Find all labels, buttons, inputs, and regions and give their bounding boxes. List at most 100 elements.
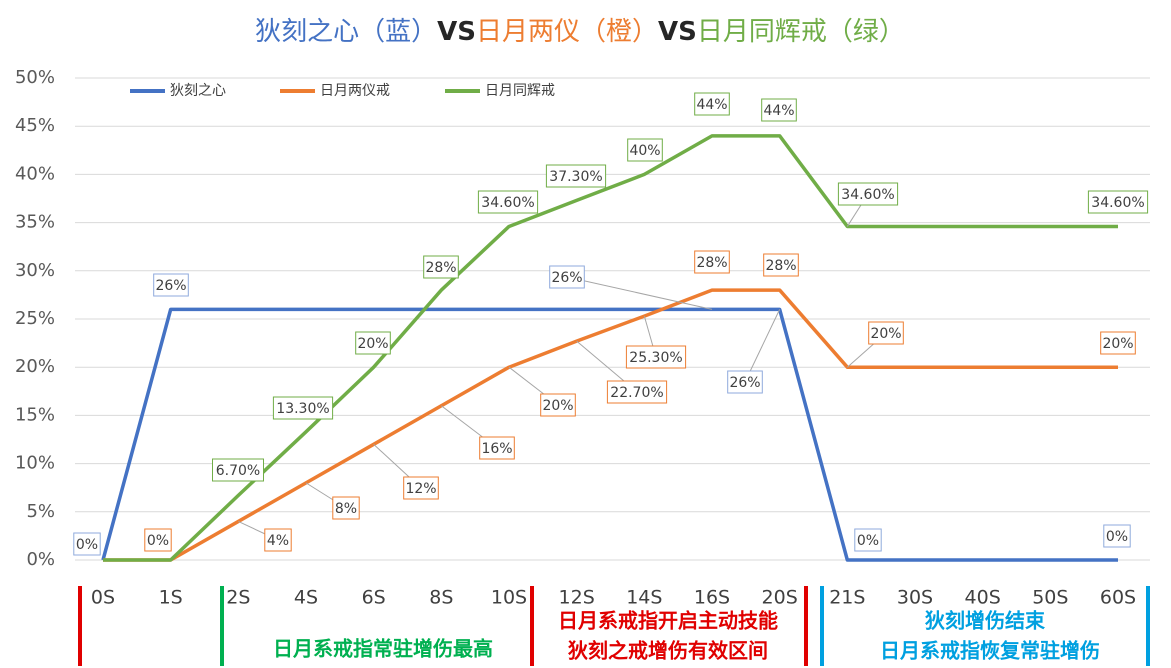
label-box — [540, 393, 576, 417]
y-tick-label: 15% — [15, 404, 55, 425]
data-label: 20% — [870, 326, 901, 342]
leader-line — [566, 276, 713, 310]
x-tick-label: 21S — [829, 587, 865, 609]
y-tick-label: 45% — [15, 115, 55, 136]
data-label: 0% — [1106, 529, 1128, 545]
x-tick-label: 1S — [159, 587, 183, 609]
data-label: 44% — [763, 103, 794, 119]
data-label: 34.60% — [841, 187, 894, 203]
label-box — [332, 496, 360, 520]
label-box — [1087, 190, 1149, 214]
data-label: 40% — [629, 143, 660, 159]
title-segment: VS — [658, 17, 697, 47]
data-label: 28% — [765, 258, 796, 274]
y-tick-label: 35% — [15, 212, 55, 233]
annotation: 日月系戒指恢复常驻增伤 — [880, 639, 1100, 663]
separator — [820, 586, 824, 666]
title-segment: 日月同辉戒（绿） — [697, 17, 905, 47]
label-box — [694, 92, 730, 116]
data-label: 4% — [267, 533, 289, 549]
separator — [220, 586, 224, 666]
label-box — [423, 255, 459, 279]
y-tick-label: 20% — [15, 356, 55, 377]
x-tick-label: 4S — [294, 587, 318, 609]
y-tick-label: 30% — [15, 260, 55, 281]
data-label: 12% — [405, 481, 436, 497]
x-tick-label: 12S — [559, 587, 595, 609]
annotation: 狄刻增伤结束 — [924, 609, 1046, 633]
data-label: 44% — [696, 97, 727, 113]
label-box — [355, 331, 391, 355]
series-line — [103, 288, 1118, 562]
data-label: 16% — [481, 441, 512, 457]
data-label: 26% — [155, 278, 186, 294]
label-box — [479, 436, 515, 460]
y-tick-label: 5% — [26, 501, 55, 522]
data-label: 28% — [425, 260, 456, 276]
label-box — [868, 321, 904, 345]
x-tick-label: 14S — [626, 587, 662, 609]
label-box — [153, 273, 189, 297]
label-box — [403, 476, 439, 500]
annotation: 狄刻之戒增伤有效区间 — [567, 639, 768, 663]
chart-title: 狄刻之心（蓝）VS日月两仪（橙）VS日月同辉戒（绿） — [255, 17, 905, 47]
label-box — [763, 253, 799, 277]
data-label: 0% — [76, 537, 98, 553]
x-tick-label: 10S — [491, 587, 527, 609]
data-label: 0% — [147, 533, 169, 549]
x-tick-label: 6S — [362, 587, 386, 609]
label-box — [212, 458, 264, 482]
x-tick-label: 2S — [226, 587, 250, 609]
legend-label: 日月同辉戒 — [485, 83, 555, 99]
x-tick-label: 8S — [429, 587, 453, 609]
legend-label: 日月两仪戒 — [320, 83, 390, 99]
label-box — [144, 528, 172, 552]
title-segment: 日月两仪（橙） — [476, 17, 658, 47]
data-label: 28% — [696, 255, 727, 271]
data-label: 20% — [357, 336, 388, 352]
label-box — [854, 528, 882, 552]
label-box — [761, 98, 797, 122]
label-box — [73, 532, 101, 556]
label-box — [1100, 331, 1136, 355]
legend-label: 狄刻之心 — [170, 83, 226, 99]
data-label: 13.30% — [276, 401, 329, 417]
series-line — [103, 134, 1118, 562]
x-tick-label: 16S — [694, 587, 730, 609]
x-tick-label: 60S — [1100, 587, 1136, 609]
y-tick-label: 0% — [26, 549, 55, 570]
data-label: 34.60% — [1091, 195, 1144, 211]
label-box — [727, 370, 763, 394]
leader-line — [744, 309, 781, 383]
label-box — [1103, 524, 1131, 548]
label-box — [264, 528, 292, 552]
data-label: 6.70% — [216, 463, 260, 479]
y-tick-label: 25% — [15, 308, 55, 329]
y-tick-label: 10% — [15, 453, 55, 474]
data-label: 37.30% — [549, 169, 602, 185]
annotation: 日月系戒指常驻增伤最高 — [273, 637, 493, 661]
label-box — [837, 182, 899, 206]
x-tick-label: 0S — [91, 587, 115, 609]
data-label: 26% — [729, 375, 760, 391]
x-tick-label: 50S — [1032, 587, 1068, 609]
data-label: 20% — [1102, 336, 1133, 352]
data-label: 0% — [857, 533, 879, 549]
separator — [804, 586, 808, 666]
x-tick-label: 40S — [965, 587, 1001, 609]
title-segment: 狄刻之心（蓝） — [255, 17, 437, 47]
x-tick-label: 20S — [762, 587, 798, 609]
separators — [78, 586, 1150, 666]
separator — [78, 586, 82, 666]
y-tick-label: 50% — [15, 67, 55, 88]
data-label: 25.30% — [629, 350, 682, 366]
data-label: 26% — [551, 270, 582, 286]
data-label: 22.70% — [610, 385, 663, 401]
separator — [530, 586, 534, 666]
y-tick-label: 40% — [15, 163, 55, 184]
label-box — [549, 265, 585, 289]
label-box — [627, 138, 663, 162]
label-box — [272, 396, 334, 420]
x-tick-label: 30S — [897, 587, 933, 609]
